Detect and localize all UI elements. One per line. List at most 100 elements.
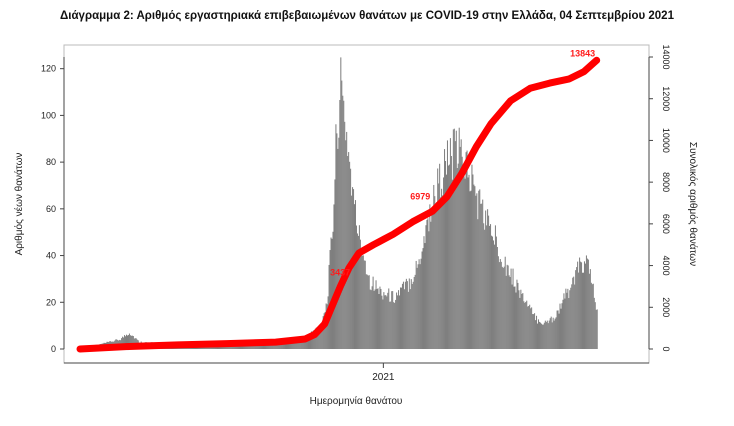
daily-deaths-bar xyxy=(319,324,321,349)
daily-deaths-bar xyxy=(480,203,482,349)
daily-deaths-bar xyxy=(591,284,593,349)
daily-deaths-bar xyxy=(386,296,388,349)
y-axis-ticks: 0 20 40 60 80 100 120 xyxy=(41,64,64,354)
daily-deaths-bar xyxy=(428,231,430,349)
daily-deaths-bar xyxy=(512,268,514,349)
daily-deaths-bar xyxy=(552,317,554,349)
daily-deaths-bar xyxy=(304,337,306,349)
daily-deaths-bar xyxy=(517,282,519,349)
daily-deaths-bar xyxy=(357,235,359,349)
x-tick-label: 2021 xyxy=(372,372,395,383)
daily-deaths-bar xyxy=(500,261,502,349)
y2-axis-label: Συνολικός αριθμός θανάτων xyxy=(687,142,699,266)
annotation-label: 3437 xyxy=(330,267,350,277)
daily-deaths-bar xyxy=(558,313,560,349)
daily-deaths-bar xyxy=(432,207,434,349)
daily-deaths-bar xyxy=(290,340,292,349)
daily-deaths-bar xyxy=(309,333,311,349)
daily-deaths-bar xyxy=(130,335,132,349)
daily-deaths-bar xyxy=(489,225,491,349)
daily-deaths-bar xyxy=(509,277,511,349)
daily-deaths-bar xyxy=(448,164,450,349)
daily-deaths-bar xyxy=(273,342,275,349)
daily-deaths-bar xyxy=(400,287,402,349)
daily-deaths-bar xyxy=(578,272,580,349)
daily-deaths-bar xyxy=(571,284,573,349)
daily-deaths-bar xyxy=(408,278,410,349)
daily-deaths-bar xyxy=(390,301,392,349)
daily-deaths-bar xyxy=(471,164,473,349)
daily-deaths-bar xyxy=(388,288,390,349)
daily-deaths-bar xyxy=(316,328,318,349)
daily-deaths-bar xyxy=(451,179,453,349)
daily-deaths-bar xyxy=(563,293,565,349)
daily-deaths-bar xyxy=(381,295,383,349)
daily-deaths-bar xyxy=(496,247,498,349)
daily-deaths-bar xyxy=(436,202,438,349)
daily-deaths-bar xyxy=(128,333,130,349)
daily-deaths-bar xyxy=(361,255,363,349)
daily-deaths-bar xyxy=(491,236,494,349)
daily-deaths-bar xyxy=(575,270,577,349)
daily-deaths-bar xyxy=(343,100,345,349)
daily-deaths-bar xyxy=(454,141,456,349)
daily-deaths-bar xyxy=(519,297,521,349)
daily-deaths-bar xyxy=(382,299,384,349)
daily-deaths-bar xyxy=(450,156,452,349)
daily-deaths-bar xyxy=(579,257,581,349)
daily-deaths-bar xyxy=(303,336,305,349)
daily-deaths-bar xyxy=(455,130,457,349)
daily-deaths-bar xyxy=(449,138,451,349)
daily-deaths-bar xyxy=(431,211,433,349)
daily-deaths-bar xyxy=(593,297,595,349)
daily-deaths-bar xyxy=(293,340,295,349)
daily-deaths-bar xyxy=(417,264,419,349)
daily-deaths-bar xyxy=(412,281,414,349)
daily-deaths-bar xyxy=(129,335,131,349)
daily-deaths-bar xyxy=(403,289,405,349)
daily-deaths-bar xyxy=(373,290,375,349)
daily-deaths-bar xyxy=(553,320,555,349)
daily-deaths-bar xyxy=(583,261,585,349)
daily-deaths-bar xyxy=(413,276,415,349)
daily-deaths-bar xyxy=(355,225,357,349)
daily-deaths-bar xyxy=(395,299,397,349)
daily-deaths-bar xyxy=(291,340,293,349)
daily-deaths-bar xyxy=(344,121,346,349)
daily-deaths-bar xyxy=(323,313,325,349)
daily-deaths-bar xyxy=(550,316,552,349)
daily-deaths-bar xyxy=(447,165,449,349)
daily-deaths-bar xyxy=(389,301,391,349)
daily-deaths-bar xyxy=(396,292,398,349)
daily-deaths-bar xyxy=(394,302,396,349)
daily-deaths-bar xyxy=(346,131,348,349)
daily-deaths-bar xyxy=(499,259,501,349)
daily-deaths-bar xyxy=(122,336,124,349)
daily-deaths-bar xyxy=(363,260,365,349)
daily-deaths-bar xyxy=(127,335,129,349)
daily-deaths-bar xyxy=(562,299,564,349)
daily-deaths-bar xyxy=(337,148,339,349)
daily-deaths-bar xyxy=(279,342,281,349)
daily-deaths-bar xyxy=(387,292,389,349)
daily-deaths-bar xyxy=(574,284,576,349)
daily-deaths-bar xyxy=(589,269,591,349)
daily-deaths-bar xyxy=(549,318,551,349)
chart-title: Διάγραμμα 2: Αριθμός εργαστηριακά επιβεβ… xyxy=(60,10,674,22)
daily-deaths-bar xyxy=(536,315,538,349)
daily-deaths-bar xyxy=(126,335,128,349)
daily-deaths-bar xyxy=(393,302,395,349)
daily-deaths-bar xyxy=(311,331,313,349)
daily-deaths-bar xyxy=(370,290,372,349)
daily-deaths-bar xyxy=(398,290,400,349)
daily-deaths-bar xyxy=(581,262,583,349)
daily-deaths-bar xyxy=(379,286,381,349)
daily-deaths-bar xyxy=(524,302,526,349)
daily-deaths-bar xyxy=(367,275,369,349)
daily-deaths-bar xyxy=(584,263,586,349)
daily-deaths-bar xyxy=(540,323,542,349)
daily-deaths-bar xyxy=(476,193,478,349)
daily-deaths-bar xyxy=(123,337,125,349)
daily-deaths-bar xyxy=(332,231,334,349)
daily-deaths-bar xyxy=(484,229,486,349)
